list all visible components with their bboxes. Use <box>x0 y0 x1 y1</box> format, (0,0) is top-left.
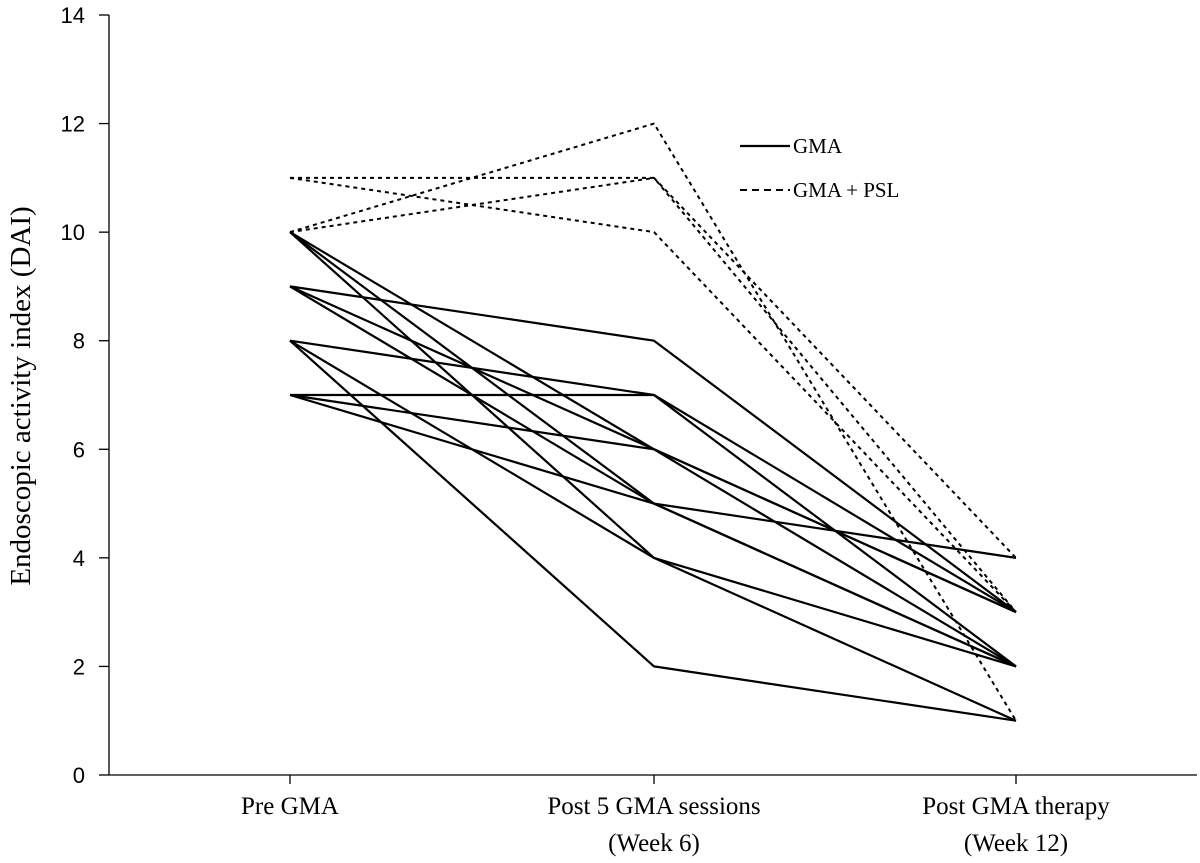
series-line-gma-psl <box>289 176 1017 613</box>
series-line-gma <box>289 285 1017 559</box>
y-tick-label: 10 <box>61 220 85 245</box>
x-category-label: Post 5 GMA sessions <box>547 793 760 820</box>
y-tick-label: 12 <box>61 112 85 137</box>
series-layer <box>289 122 1017 722</box>
x-category-label: Post GMA therapy <box>922 793 1110 820</box>
x-category-sublabel: (Week 6) <box>608 830 700 857</box>
y-tick-label: 2 <box>73 654 85 679</box>
y-tick-label: 0 <box>73 763 85 788</box>
y-axis-title: Endoscopic activity index (DAI) <box>5 206 37 585</box>
series-line-gma <box>289 393 1017 668</box>
y-tick-label: 14 <box>61 3 85 28</box>
legend-label: GMA <box>793 134 843 158</box>
series-line-gma <box>289 231 1017 614</box>
x-category-label: Pre GMA <box>241 793 339 820</box>
series-line-gma-psl <box>289 122 1017 722</box>
axes: 0 2 4 6 8 10 12 14 Pre GMA Post 5 GMA sessions (We… <box>61 3 1197 857</box>
legend-label: GMA + PSL <box>793 178 899 202</box>
y-tick-label: 8 <box>73 329 85 354</box>
series-line-gma <box>289 285 1017 613</box>
legend: GMA GMA + PSL <box>740 134 899 202</box>
y-tick-label: 6 <box>73 437 85 462</box>
series-line-gma-psl <box>289 176 1017 559</box>
series-line-gma <box>289 231 1017 722</box>
y-tick-label: 4 <box>73 546 85 571</box>
series-line-gma <box>290 393 1017 614</box>
series-line-gma <box>289 339 1017 722</box>
series-line-gma <box>289 285 1017 668</box>
series-line-gma <box>289 393 1017 614</box>
x-category-sublabel: (Week 12) <box>964 830 1068 857</box>
